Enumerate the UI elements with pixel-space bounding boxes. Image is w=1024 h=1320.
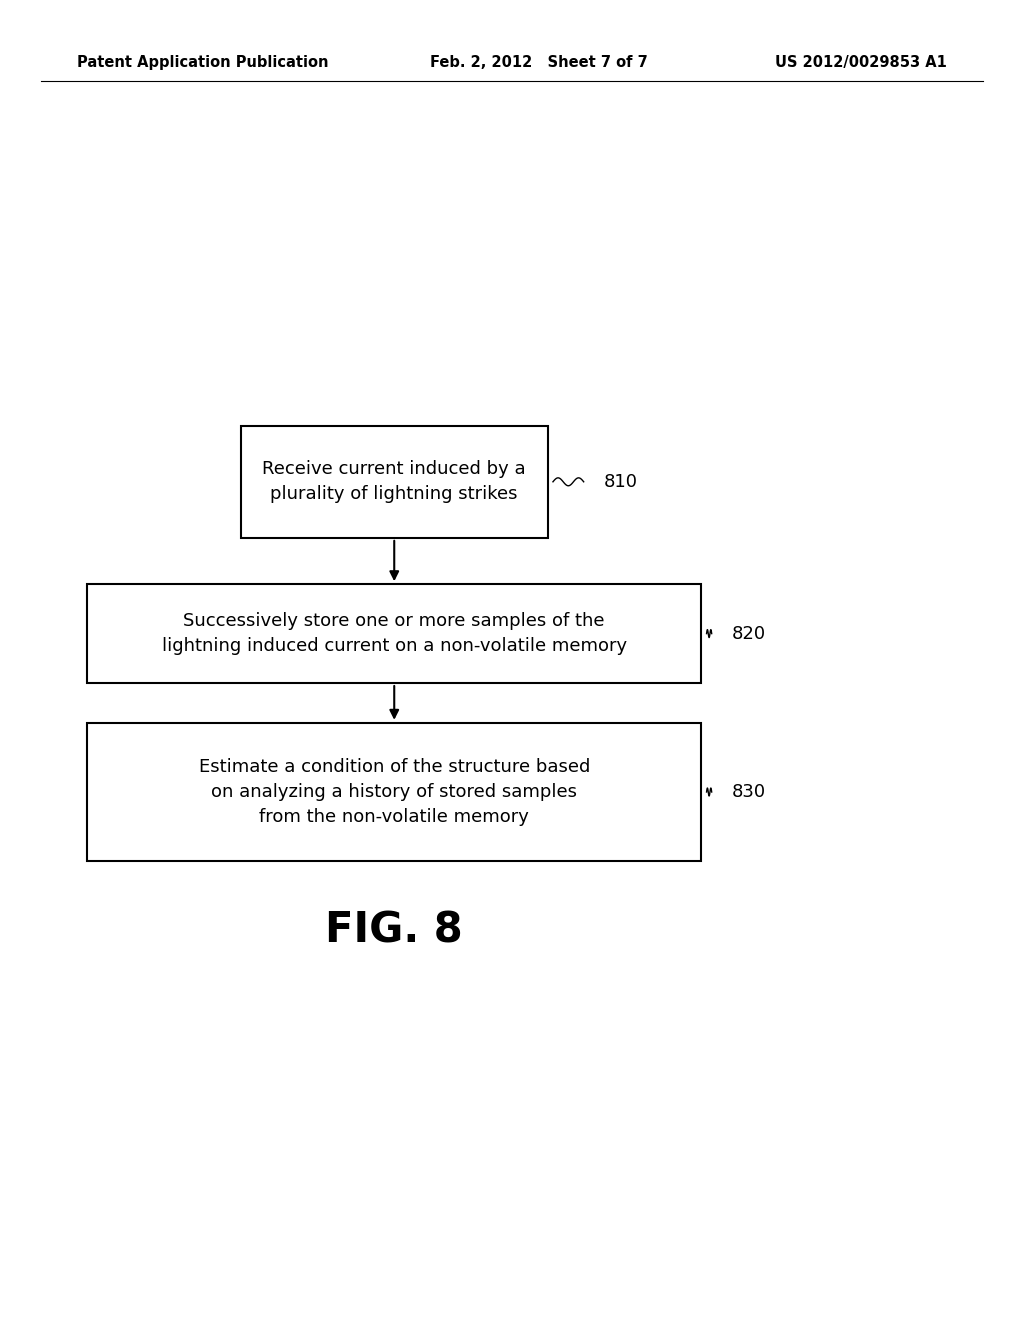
FancyBboxPatch shape — [241, 425, 548, 539]
Text: Patent Application Publication: Patent Application Publication — [77, 54, 329, 70]
FancyBboxPatch shape — [87, 583, 701, 682]
Text: 820: 820 — [732, 624, 766, 643]
Text: US 2012/0029853 A1: US 2012/0029853 A1 — [775, 54, 947, 70]
Text: Feb. 2, 2012   Sheet 7 of 7: Feb. 2, 2012 Sheet 7 of 7 — [430, 54, 648, 70]
Text: Receive current induced by a
plurality of lightning strikes: Receive current induced by a plurality o… — [262, 461, 526, 503]
FancyBboxPatch shape — [87, 722, 701, 861]
Text: 810: 810 — [604, 473, 638, 491]
Text: Successively store one or more samples of the
lightning induced current on a non: Successively store one or more samples o… — [162, 612, 627, 655]
Text: 830: 830 — [732, 783, 766, 801]
Text: Estimate a condition of the structure based
on analyzing a history of stored sam: Estimate a condition of the structure ba… — [199, 758, 590, 826]
Text: FIG. 8: FIG. 8 — [326, 909, 463, 952]
